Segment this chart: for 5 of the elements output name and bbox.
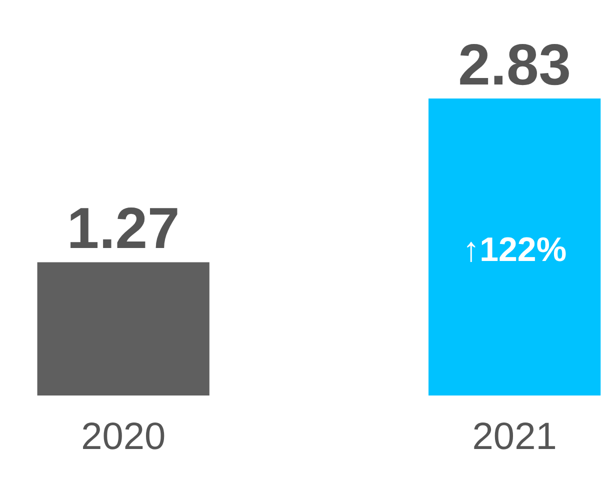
data-label: 1.27 (66, 196, 180, 262)
x-tick-label: 2021 (472, 416, 557, 458)
x-tick-label: 2020 (81, 416, 166, 458)
annotation: ↑122% (462, 230, 567, 269)
data-label: 2.83 (458, 32, 572, 98)
